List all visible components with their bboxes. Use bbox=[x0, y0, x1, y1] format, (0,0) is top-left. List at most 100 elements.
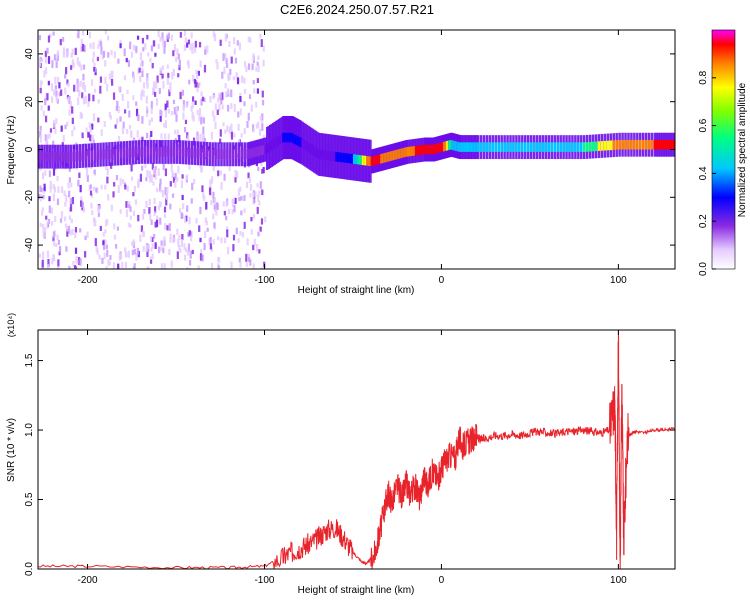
ridge-core bbox=[345, 153, 349, 163]
noise-cell bbox=[227, 72, 230, 81]
noise-cell bbox=[149, 176, 152, 183]
noise-cell bbox=[250, 104, 253, 112]
noise-cell bbox=[256, 88, 260, 94]
noise-cell bbox=[153, 40, 156, 47]
noise-cell bbox=[42, 228, 45, 237]
noise-cell bbox=[112, 92, 116, 100]
noise-cell bbox=[119, 209, 122, 214]
noise-cell bbox=[133, 248, 136, 255]
noise-cell bbox=[163, 236, 166, 241]
ridge-core bbox=[277, 135, 281, 146]
noise-cell bbox=[257, 166, 260, 172]
noise-cell bbox=[57, 186, 60, 193]
noise-cell bbox=[149, 259, 153, 264]
noise-cell bbox=[112, 191, 115, 198]
noise-cell bbox=[76, 57, 79, 66]
noise-cell bbox=[103, 120, 106, 127]
noise-cell bbox=[260, 218, 264, 225]
noise-cell bbox=[78, 90, 81, 97]
noise-cell bbox=[56, 53, 60, 61]
ridge-core bbox=[347, 153, 350, 164]
ridge-core bbox=[627, 139, 630, 150]
noise-cell bbox=[188, 230, 191, 237]
noise-cell bbox=[177, 239, 180, 247]
noise-cell bbox=[230, 102, 233, 110]
noise-cell bbox=[158, 87, 161, 95]
noise-cell bbox=[189, 153, 192, 159]
noise-cell bbox=[55, 242, 58, 248]
ridge-core bbox=[205, 149, 209, 159]
noise-cell bbox=[159, 187, 162, 193]
ridge-core bbox=[317, 149, 321, 160]
noise-cell bbox=[48, 133, 51, 139]
ridge-core bbox=[350, 153, 353, 164]
noise-cell bbox=[186, 267, 189, 269]
noise-cell bbox=[95, 187, 98, 193]
noise-cell bbox=[141, 60, 144, 67]
noise-cell bbox=[241, 232, 245, 238]
noise-cell bbox=[176, 106, 179, 111]
noise-cell bbox=[217, 265, 220, 269]
noise-cell bbox=[89, 138, 93, 147]
noise-cell bbox=[159, 115, 162, 122]
noise-cell bbox=[217, 170, 220, 177]
noise-cell bbox=[219, 129, 222, 137]
ridge-core bbox=[526, 142, 530, 152]
noise-cell bbox=[254, 191, 257, 198]
noise-cell bbox=[234, 57, 238, 64]
noise-cell bbox=[104, 219, 108, 227]
noise-cell bbox=[42, 223, 45, 229]
noise-cell bbox=[106, 249, 109, 257]
noise-cell bbox=[90, 79, 94, 86]
noise-cell bbox=[141, 116, 144, 124]
ridge-core bbox=[600, 141, 604, 151]
noise-cell bbox=[116, 118, 119, 125]
noise-cell bbox=[89, 190, 93, 196]
noise-cell bbox=[65, 50, 68, 58]
noise-cell bbox=[121, 127, 125, 135]
noise-cell bbox=[256, 78, 259, 84]
noise-cell bbox=[79, 80, 82, 87]
noise-cell bbox=[149, 214, 152, 221]
spectrogram-heatmap bbox=[38, 30, 675, 269]
noise-cell bbox=[61, 142, 64, 147]
noise-cell bbox=[213, 33, 217, 42]
ridge-core bbox=[479, 142, 483, 152]
noise-cell bbox=[219, 138, 222, 144]
ridge-core bbox=[301, 138, 304, 149]
noise-cell bbox=[87, 132, 91, 138]
ridge-core bbox=[339, 152, 343, 163]
noise-cell bbox=[198, 114, 201, 122]
noise-cell bbox=[54, 215, 57, 223]
noise-cell bbox=[232, 234, 236, 241]
noise-cell bbox=[150, 101, 153, 109]
ridge-core bbox=[229, 149, 232, 160]
noise-cell bbox=[132, 44, 135, 51]
snr-x-tick-label: -200 bbox=[78, 575, 98, 586]
noise-cell bbox=[141, 136, 144, 142]
noise-cell bbox=[52, 183, 55, 190]
noise-cell bbox=[93, 67, 96, 72]
noise-cell bbox=[186, 60, 190, 65]
noise-cell bbox=[124, 251, 128, 258]
noise-cell bbox=[80, 196, 83, 203]
noise-cell bbox=[215, 59, 218, 64]
noise-cell bbox=[252, 213, 256, 220]
noise-cell bbox=[41, 210, 44, 216]
noise-cell bbox=[261, 168, 264, 174]
noise-cell bbox=[155, 80, 158, 89]
noise-cell bbox=[200, 91, 203, 97]
ridge-core bbox=[562, 142, 565, 152]
noise-cell bbox=[69, 101, 72, 109]
noise-cell bbox=[183, 126, 187, 133]
noise-cell bbox=[156, 98, 159, 106]
ridge-core bbox=[64, 151, 68, 162]
noise-cell bbox=[129, 215, 132, 220]
noise-cell bbox=[234, 177, 237, 183]
noise-cell bbox=[264, 216, 267, 223]
noise-cell bbox=[43, 183, 46, 191]
noise-cell bbox=[166, 225, 169, 231]
noise-cell bbox=[150, 219, 153, 225]
ridge-core bbox=[553, 142, 556, 152]
noise-cell bbox=[219, 170, 222, 176]
